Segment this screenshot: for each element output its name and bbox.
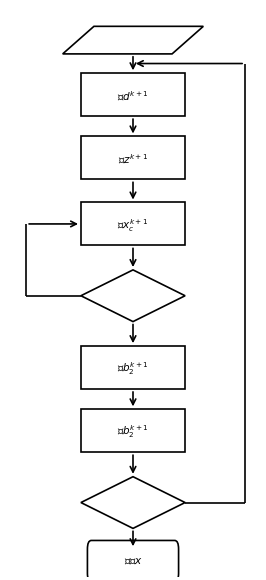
Text: 按公式(24)计
算$b_2^{k+1}$: 按公式(24)计 算$b_2^{k+1}$	[92, 358, 174, 377]
Text: 按公式(25)计
算$b_2^{k+1}$: 按公式(25)计 算$b_2^{k+1}$	[92, 421, 174, 440]
Bar	[81, 202, 185, 245]
Polygon shape	[81, 477, 185, 528]
Text: 按公式(32)计
算$x_c^{k+1}$: 按公式(32)计 算$x_c^{k+1}$	[92, 215, 174, 234]
Text: 按公式(28)计
算$z^{k+1}$: 按公式(28)计 算$z^{k+1}$	[92, 150, 174, 166]
Bar	[81, 73, 185, 116]
Text: 按公式(26)计
算$d^{k+1}$: 按公式(26)计 算$d^{k+1}$	[92, 86, 174, 103]
FancyBboxPatch shape	[88, 541, 178, 580]
Text: 输出$x$: 输出$x$	[124, 556, 142, 566]
Polygon shape	[81, 270, 185, 321]
Bar	[81, 346, 185, 389]
Bar	[81, 136, 185, 179]
Polygon shape	[63, 26, 203, 54]
Bar	[81, 409, 185, 452]
